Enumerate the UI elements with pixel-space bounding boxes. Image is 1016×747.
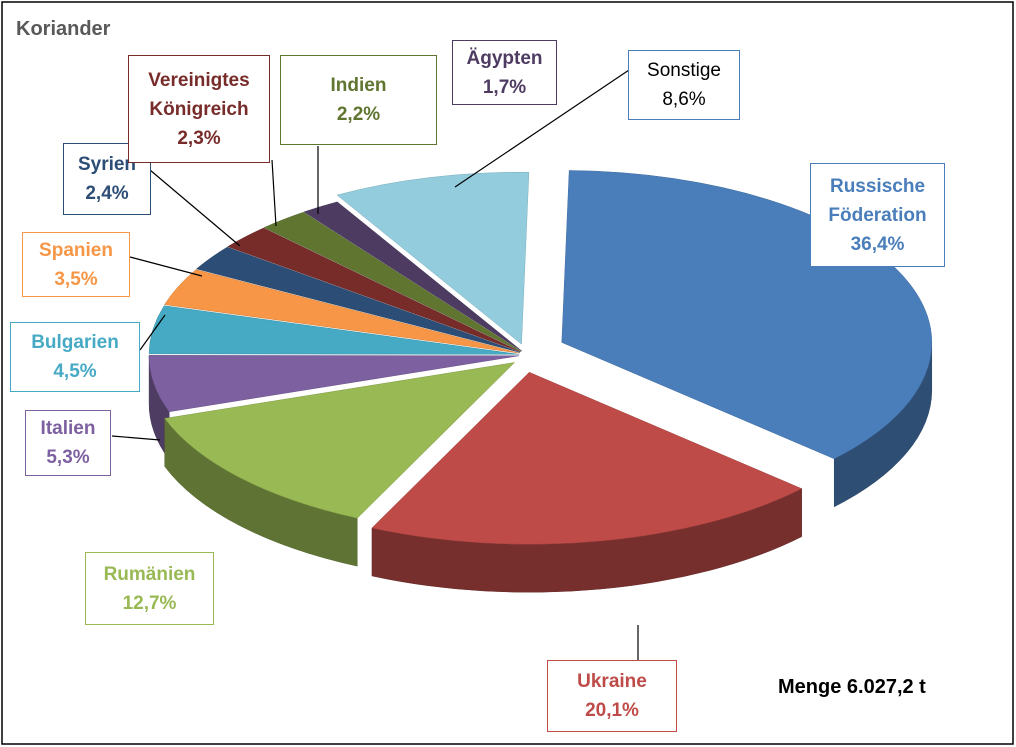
label-value: 3,5% — [54, 268, 98, 290]
data-label: Sonstige 8,6% — [628, 50, 740, 120]
label-name: Spanien — [39, 239, 113, 261]
slice — [164, 362, 516, 519]
leader-line — [111, 435, 161, 441]
data-label: Ägypten 1,7% — [452, 40, 557, 105]
slice — [336, 171, 530, 345]
label-name: Ägypten — [466, 47, 543, 69]
label-value: 4,5% — [53, 361, 97, 382]
label-name: Syrien — [77, 154, 137, 175]
leader-line — [129, 256, 203, 277]
label-value: 1,7% — [482, 76, 527, 98]
slice — [148, 355, 520, 413]
slice — [164, 269, 520, 354]
label-value: 20,1% — [585, 700, 639, 721]
data-label: Vereinigtes Königreich 2,3% — [128, 55, 270, 163]
label-name: Vereinigtes Königreich — [148, 69, 250, 120]
slice — [371, 371, 803, 545]
leader-line — [271, 159, 277, 227]
leader-line — [139, 314, 166, 351]
slice — [263, 211, 522, 352]
data-label: Ukraine 20,1% — [547, 660, 677, 732]
label-name: Bulgarien — [31, 332, 119, 353]
label-name: Rumänien — [103, 563, 196, 585]
slice — [148, 305, 520, 355]
label-name: Russische Föderation — [828, 175, 927, 226]
label-name: Sonstige — [647, 60, 721, 81]
leader-line — [149, 169, 241, 247]
leader-line — [454, 67, 633, 188]
label-value: 36,4% — [850, 233, 905, 255]
data-label: Spanien 3,5% — [22, 232, 130, 297]
label-value: 12,7% — [122, 592, 177, 614]
slice — [227, 227, 521, 353]
data-label: Rumänien 12,7% — [85, 552, 214, 625]
label-value: 8,6% — [662, 89, 706, 110]
slice — [303, 201, 522, 352]
data-label: Syrien 2,4% — [63, 143, 151, 215]
data-label: Indien 2,2% — [280, 55, 437, 145]
data-label: Bulgarien 4,5% — [10, 322, 140, 392]
label-value: 2,2% — [336, 104, 381, 125]
data-label: Italien 5,3% — [25, 410, 111, 476]
data-label: Russische Föderation 36,4% — [810, 163, 945, 267]
label-value: 2,4% — [85, 183, 129, 204]
slice — [195, 246, 521, 353]
label-value: 5,3% — [46, 447, 90, 468]
label-name: Ukraine — [577, 671, 647, 692]
label-name: Italien — [40, 418, 96, 439]
annotation: Menge 6.027,2 t — [778, 676, 926, 698]
chart-title: Koriander — [16, 18, 111, 40]
label-name: Indien — [330, 75, 387, 96]
label-value: 2,3% — [177, 127, 221, 149]
